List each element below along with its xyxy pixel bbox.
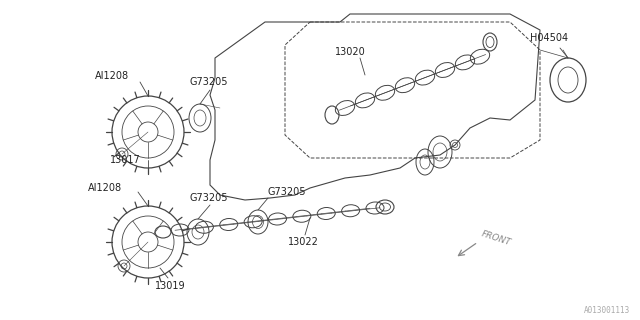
Text: AI1208: AI1208: [95, 71, 129, 81]
Text: 13019: 13019: [155, 281, 186, 291]
Text: G73205: G73205: [268, 187, 307, 197]
Text: AI1208: AI1208: [88, 183, 122, 193]
Text: A013001113: A013001113: [584, 306, 630, 315]
Text: G73205: G73205: [190, 193, 228, 203]
Text: 13022: 13022: [288, 237, 319, 247]
Text: 13017: 13017: [110, 155, 141, 165]
Text: G73205: G73205: [190, 77, 228, 87]
Text: H04504: H04504: [530, 33, 568, 43]
Text: FRONT: FRONT: [480, 229, 512, 247]
Text: 13020: 13020: [335, 47, 365, 57]
